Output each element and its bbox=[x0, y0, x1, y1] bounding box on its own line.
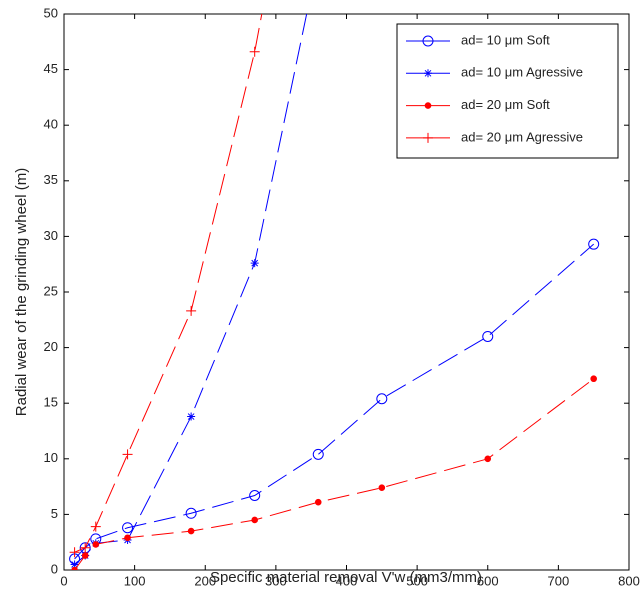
marker bbox=[80, 542, 91, 553]
x-tick-label: 100 bbox=[124, 573, 146, 588]
marker bbox=[378, 484, 386, 492]
y-tick-label: 35 bbox=[44, 172, 58, 187]
marker bbox=[588, 238, 600, 250]
marker bbox=[122, 449, 133, 460]
y-tick-label: 10 bbox=[44, 450, 58, 465]
marker bbox=[70, 560, 79, 569]
y-tick-label: 45 bbox=[44, 61, 58, 76]
x-tick-label: 800 bbox=[618, 573, 640, 588]
marker bbox=[71, 566, 78, 570]
marker bbox=[312, 448, 324, 460]
marker bbox=[186, 305, 197, 316]
y-tick-label: 5 bbox=[51, 506, 58, 521]
marker bbox=[122, 522, 134, 534]
marker bbox=[423, 132, 433, 143]
y-tick-label: 20 bbox=[44, 339, 58, 354]
marker bbox=[482, 330, 494, 342]
x-tick-label: 600 bbox=[477, 573, 499, 588]
marker bbox=[90, 521, 101, 532]
marker bbox=[376, 393, 388, 405]
x-tick-label: 500 bbox=[406, 573, 428, 588]
marker bbox=[314, 498, 322, 506]
marker bbox=[92, 541, 100, 548]
marker bbox=[249, 489, 261, 501]
y-tick-label: 25 bbox=[44, 283, 58, 298]
legend-label: ad= 20 μm Agressive bbox=[461, 129, 583, 144]
marker bbox=[251, 516, 258, 524]
legend-box bbox=[396, 23, 619, 159]
y-tick-label: 40 bbox=[44, 117, 58, 132]
x-tick-label: 700 bbox=[548, 573, 570, 588]
marker bbox=[124, 534, 131, 542]
legend-label: ad= 10 μm Soft bbox=[461, 32, 550, 47]
marker bbox=[484, 455, 492, 463]
legend-label: ad= 20 μm Soft bbox=[461, 97, 550, 112]
x-tick-label: 400 bbox=[336, 573, 358, 588]
y-axis-label: Radial wear of the grinding wheel (m) bbox=[13, 168, 30, 416]
series-line bbox=[74, 243, 595, 560]
marker bbox=[187, 527, 195, 535]
x-axis-label: Specific material removal V'w (mm3/mm) bbox=[210, 569, 482, 586]
y-tick-label: 15 bbox=[44, 395, 58, 410]
marker bbox=[424, 102, 432, 109]
marker bbox=[424, 69, 432, 78]
x-tick-label: 0 bbox=[60, 573, 67, 588]
y-tick-label: 30 bbox=[44, 228, 58, 243]
series-line bbox=[74, 378, 594, 570]
marker bbox=[81, 552, 89, 559]
x-tick-label: 300 bbox=[265, 573, 287, 588]
marker bbox=[185, 507, 197, 519]
x-tick-label: 200 bbox=[194, 573, 216, 588]
legend-label: ad= 10 μm Agressive bbox=[461, 65, 583, 80]
marker bbox=[590, 375, 597, 383]
marker bbox=[250, 259, 259, 268]
marker bbox=[69, 547, 80, 558]
y-tick-label: 50 bbox=[44, 5, 58, 20]
marker bbox=[249, 46, 260, 57]
marker bbox=[187, 412, 196, 421]
marker bbox=[422, 35, 434, 47]
y-tick-label: 0 bbox=[51, 561, 58, 576]
